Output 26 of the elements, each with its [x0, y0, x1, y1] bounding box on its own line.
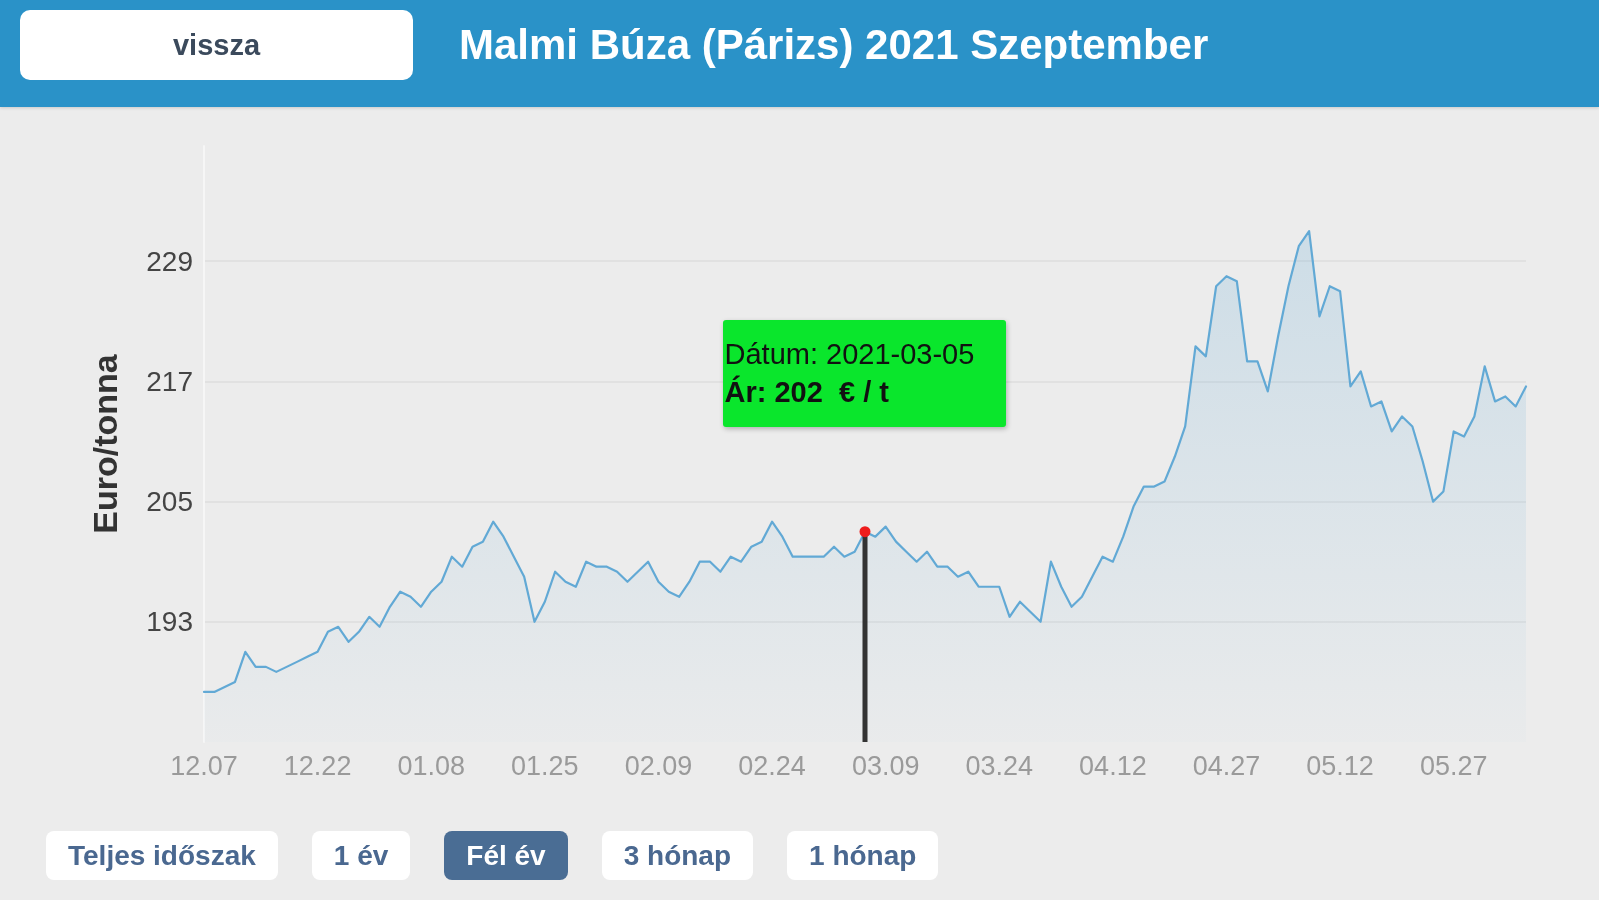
annotation: Dátum: 2021-03-05 Ár: 202 € / t — [724, 337, 975, 409]
x-tick-label: 12.22 — [283, 750, 352, 781]
period-button: 3 hónap — [601, 831, 754, 880]
x-tick-label: 05.27 — [1419, 750, 1488, 781]
period-button: 1 év — [311, 831, 411, 880]
y-tick-label: 205 — [146, 486, 193, 518]
x-tick-label: 02.09 — [624, 750, 693, 781]
x-tick-label: 04.12 — [1079, 750, 1147, 781]
period-button: 1 hónap — [787, 831, 939, 880]
x-tick-label: 01.08 — [397, 750, 466, 781]
back-button: vissza — [20, 10, 413, 80]
x-tick-label: 01.25 — [511, 750, 579, 781]
selected-period-button: Fél év — [444, 831, 568, 880]
x-tick-label: 04.27 — [1192, 750, 1261, 781]
y-axis-title: Euro/tonna — [86, 353, 124, 534]
x-tick-label: 03.24 — [965, 750, 1034, 781]
x-tick-label: 02.24 — [738, 750, 806, 781]
tooltip-box: Dátum: 2021-03-05 Ár: 202 € / t — [722, 320, 1006, 427]
y-tick-label: 229 — [146, 245, 193, 277]
y-tick-label: 217 — [146, 365, 193, 397]
x-tick-label: 03.09 — [851, 750, 920, 781]
y-tick-label: 193 — [146, 606, 193, 638]
x-tick-label: 12.07 — [170, 750, 238, 781]
chart-title: Malmi Búza (Párizs) 2021 Szeptember — [459, 20, 1209, 70]
x-tick-label: 05.12 — [1306, 750, 1374, 781]
period-button: Teljes időszak — [46, 831, 278, 880]
